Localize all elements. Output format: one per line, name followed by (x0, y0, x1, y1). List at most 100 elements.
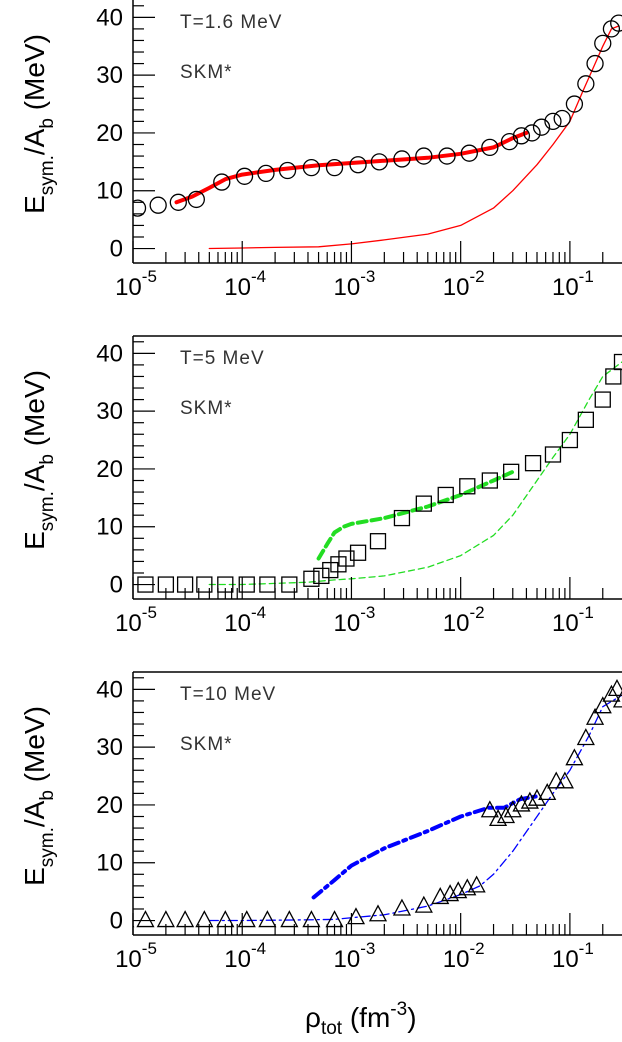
x-tick-label-exponent: -2 (469, 267, 484, 286)
y-axis-title-subscript: sym. (37, 155, 58, 195)
data-point (437, 486, 454, 504)
data-point (527, 788, 547, 806)
data-point (480, 800, 499, 818)
y-axis-title-subscript: sym. (37, 491, 58, 531)
data-point (605, 368, 622, 385)
x-tick-label-exponent: -4 (251, 939, 266, 958)
data-point (512, 794, 531, 812)
x-tick-label: 10-2 (443, 603, 485, 637)
data-point (213, 173, 231, 191)
y-axis-title: Esym./Ab (MeV) (19, 34, 58, 214)
y-tick-label: 30 (96, 398, 123, 425)
series-line-thick (316, 469, 515, 561)
data-point (303, 570, 320, 587)
data-point (565, 95, 584, 113)
data-point (235, 167, 254, 185)
data-point (459, 478, 476, 495)
x-tick-label: 10-5 (115, 939, 157, 973)
x-tick-label-base: 10 (334, 946, 361, 973)
x-tick-label: 10-2 (443, 267, 485, 301)
data-point (577, 75, 595, 93)
x-tick-label: 10-3 (334, 267, 376, 301)
data-point (555, 771, 574, 789)
x-tick-label: 10-3 (334, 603, 376, 637)
data-point (338, 550, 355, 567)
y-tick-label: 30 (96, 62, 123, 89)
x-tick-label-exponent: -2 (469, 603, 484, 622)
x-tick-label: 10-1 (552, 603, 594, 637)
x-tick-label-exponent: -1 (579, 939, 594, 958)
data-point (149, 196, 167, 214)
data-point (414, 895, 433, 913)
data-point (136, 910, 155, 928)
data-point (503, 463, 520, 480)
y-axis-title-subscript-b: b (37, 118, 58, 129)
series-line-thin (208, 25, 620, 250)
data-point (133, 199, 147, 217)
data-point (196, 576, 213, 593)
y-axis-title-subscript-b: b (37, 454, 58, 465)
data-point (520, 791, 539, 809)
data-point (500, 132, 519, 151)
data-point (496, 806, 516, 824)
x-tick-label-base: 10 (443, 274, 470, 301)
y-axis-title-unit: (MeV) (19, 706, 50, 790)
x-tick-label: 10-4 (224, 603, 266, 637)
data-point (610, 14, 622, 32)
x-tick-label-base: 10 (115, 946, 142, 973)
series-line-thin (208, 694, 622, 922)
y-axis-title-symbol: E (19, 867, 50, 886)
data-point (257, 164, 275, 183)
data-point (393, 150, 411, 168)
annotation-temperature: T=5 MeV (180, 348, 265, 369)
y-tick-label: 0 (110, 236, 123, 263)
data-point (438, 147, 456, 165)
data-point (481, 138, 499, 157)
x-tick-label: 10-2 (443, 939, 485, 973)
data-point (565, 748, 584, 766)
y-axis-title-ratio: /A (19, 464, 50, 491)
y-axis-title: Esym./Ab (MeV) (19, 706, 58, 886)
annotation-temperature: T=10 MeV (180, 684, 276, 705)
y-axis-title-subscript-b: b (37, 790, 58, 801)
x-axis-title-unit: (fm (342, 1002, 390, 1033)
x-axis-title-subscript: tot (321, 1018, 343, 1039)
data-point (325, 158, 344, 177)
x-tick-label-exponent: -3 (360, 267, 375, 286)
data-point (586, 54, 604, 73)
x-tick-label-exponent: -1 (579, 603, 594, 622)
y-tick-label: 30 (96, 734, 123, 761)
series-line-thick (174, 130, 529, 205)
data-point (577, 411, 594, 428)
data-point (512, 127, 531, 145)
x-tick-label-exponent: -4 (251, 267, 266, 286)
x-tick-label-base: 10 (552, 946, 579, 973)
y-tick-label: 10 (96, 514, 123, 541)
data-point (322, 561, 339, 579)
data-point (349, 544, 367, 561)
x-tick-label: 10-5 (115, 267, 157, 301)
y-tick-label: 40 (96, 4, 123, 31)
data-point (280, 910, 299, 928)
x-tick-label-base: 10 (552, 274, 579, 301)
x-tick-label-exponent: -3 (360, 603, 375, 622)
data-point (544, 446, 562, 463)
data-point (503, 800, 522, 818)
data-point (532, 118, 551, 136)
data-point (524, 455, 542, 472)
data-point (467, 875, 486, 893)
x-tick-label-base: 10 (334, 610, 361, 637)
x-tick-label-exponent: -2 (469, 939, 484, 958)
data-point (460, 144, 478, 162)
x-tick-label-base: 10 (115, 610, 142, 637)
plot-area (133, 353, 622, 593)
x-tick-label: 10-4 (224, 939, 266, 973)
y-tick-label: 0 (110, 572, 123, 599)
data-point (258, 910, 277, 928)
data-point (393, 509, 411, 527)
data-point (369, 533, 387, 550)
data-point (481, 472, 498, 489)
x-tick-label-exponent: -5 (142, 603, 157, 622)
data-point (602, 684, 621, 702)
